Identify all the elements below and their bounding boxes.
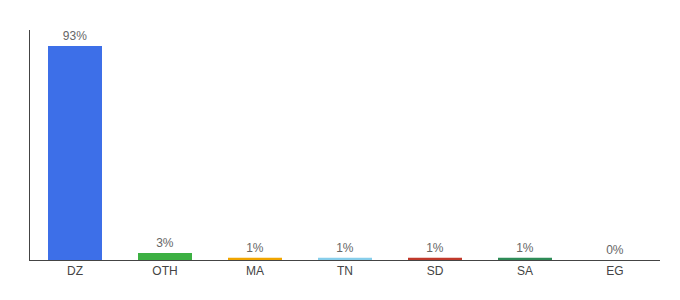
svg-text:1%: 1% [336,241,354,255]
svg-text:SD: SD [427,264,444,278]
svg-text:EG: EG [606,264,623,278]
svg-text:3%: 3% [156,236,174,250]
svg-text:SA: SA [517,264,533,278]
svg-text:1%: 1% [426,241,444,255]
svg-text:MA: MA [246,264,264,278]
svg-text:TN: TN [337,264,353,278]
svg-text:0%: 0% [606,243,624,257]
svg-text:DZ: DZ [67,264,83,278]
svg-text:OTH: OTH [152,264,177,278]
svg-text:1%: 1% [516,241,534,255]
svg-text:1%: 1% [246,241,264,255]
svg-text:93%: 93% [63,29,87,43]
